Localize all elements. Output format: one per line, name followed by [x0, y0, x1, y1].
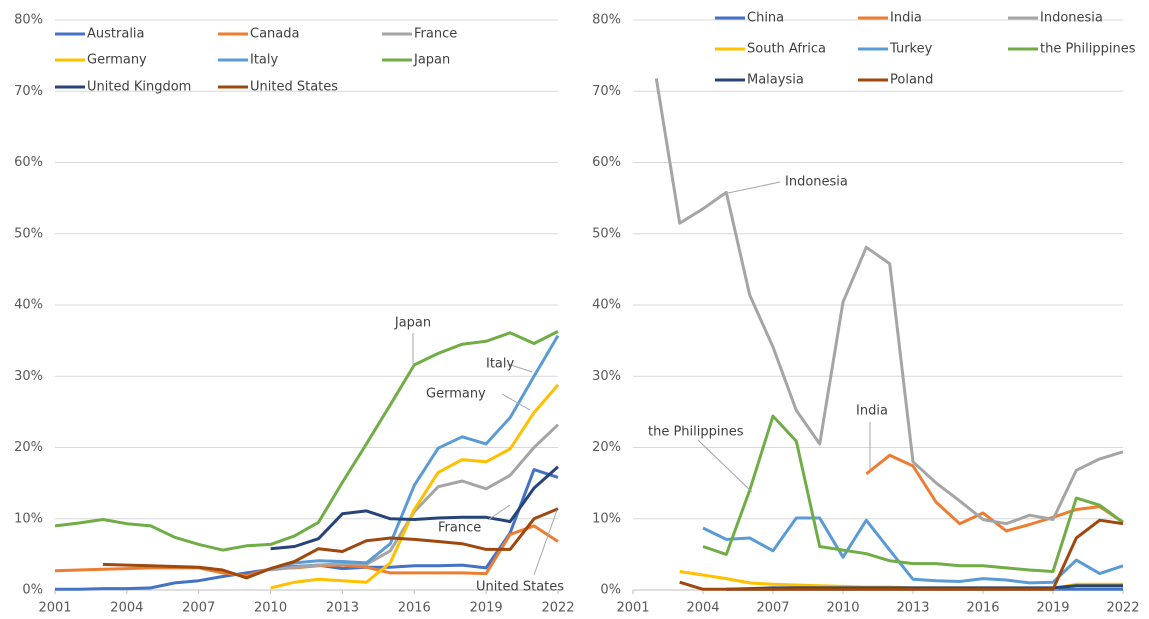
- annotation: Italy: [486, 357, 515, 372]
- annotation: Indonesia: [785, 175, 848, 190]
- legend-label: Malaysia: [747, 73, 804, 88]
- legend-label: Italy: [250, 53, 279, 68]
- x-tick-label: 2019: [470, 601, 503, 616]
- x-tick-label: 2004: [686, 601, 719, 616]
- annotation: Germany: [426, 387, 486, 402]
- x-tick-label: 2016: [398, 601, 431, 616]
- legend-label: Japan: [413, 53, 450, 68]
- legend-label: Turkey: [889, 42, 933, 57]
- x-tick-label: 2010: [826, 601, 859, 616]
- legend-label: the Philippines: [1040, 42, 1136, 57]
- legend-label: United Kingdom: [87, 80, 191, 95]
- annotation: United States: [476, 580, 564, 595]
- leader-line: [697, 439, 753, 493]
- y-tick-label: 10%: [592, 511, 621, 526]
- leader-line: [533, 509, 558, 576]
- x-tick-label: 2016: [966, 601, 999, 616]
- x-tick-label: 2001: [616, 601, 649, 616]
- series-line: [54, 330, 559, 552]
- y-tick-label: 40%: [14, 298, 43, 313]
- legend-label: Australia: [87, 27, 145, 42]
- y-tick-label: 60%: [592, 155, 621, 170]
- y-tick-label: 60%: [14, 155, 43, 170]
- x-tick-label: 2022: [1106, 601, 1139, 616]
- legend-label: United States: [250, 80, 338, 95]
- legend-label: Canada: [250, 27, 299, 42]
- y-tick-label: 70%: [14, 84, 43, 99]
- series-line: [270, 465, 559, 551]
- legend-label: Poland: [890, 73, 933, 88]
- x-tick-label: 2007: [182, 601, 215, 616]
- x-tick-label: 2013: [326, 601, 359, 616]
- y-tick-label: 80%: [14, 13, 43, 28]
- series-line: [270, 423, 560, 572]
- y-tick-label: 70%: [592, 84, 621, 99]
- x-tick-label: 2001: [38, 601, 71, 616]
- y-tick-label: 50%: [14, 226, 43, 241]
- y-tick-label: 40%: [592, 298, 621, 313]
- series-line: [679, 518, 1124, 591]
- legend-label: France: [414, 27, 457, 42]
- y-tick-label: 0%: [22, 583, 43, 598]
- leader-line: [501, 393, 531, 411]
- series-line: [654, 78, 1124, 526]
- legend-label: Germany: [87, 53, 147, 68]
- series-line: [102, 507, 559, 580]
- series-line: [270, 334, 560, 571]
- leader-line: [727, 181, 781, 194]
- leader-line: [487, 504, 511, 521]
- x-tick-label: 2004: [110, 601, 143, 616]
- y-tick-label: 20%: [592, 440, 621, 455]
- y-tick-label: 20%: [14, 440, 43, 455]
- legend-label: Indonesia: [1040, 11, 1103, 26]
- annotation: the Philippines: [648, 425, 744, 440]
- legend-label: China: [747, 11, 784, 26]
- x-tick-label: 2007: [756, 601, 789, 616]
- y-tick-label: 50%: [592, 226, 621, 241]
- x-tick-label: 2013: [896, 601, 929, 616]
- leader-line: [507, 363, 533, 373]
- annotation: India: [856, 404, 888, 419]
- x-tick-label: 2019: [1036, 601, 1069, 616]
- series-line: [702, 516, 1124, 585]
- legend-label: South Africa: [747, 42, 826, 57]
- y-tick-label: 30%: [592, 369, 621, 384]
- y-tick-label: 80%: [592, 13, 621, 28]
- y-tick-label: 30%: [14, 369, 43, 384]
- series-line: [702, 414, 1124, 573]
- y-tick-label: 0%: [600, 583, 621, 598]
- annotation: France: [438, 521, 481, 536]
- annotation: Japan: [394, 316, 431, 331]
- legend-label: India: [890, 11, 922, 26]
- y-tick-label: 10%: [14, 511, 43, 526]
- x-tick-label: 2010: [254, 601, 287, 616]
- series-line: [270, 383, 560, 590]
- x-tick-label: 2022: [541, 601, 574, 616]
